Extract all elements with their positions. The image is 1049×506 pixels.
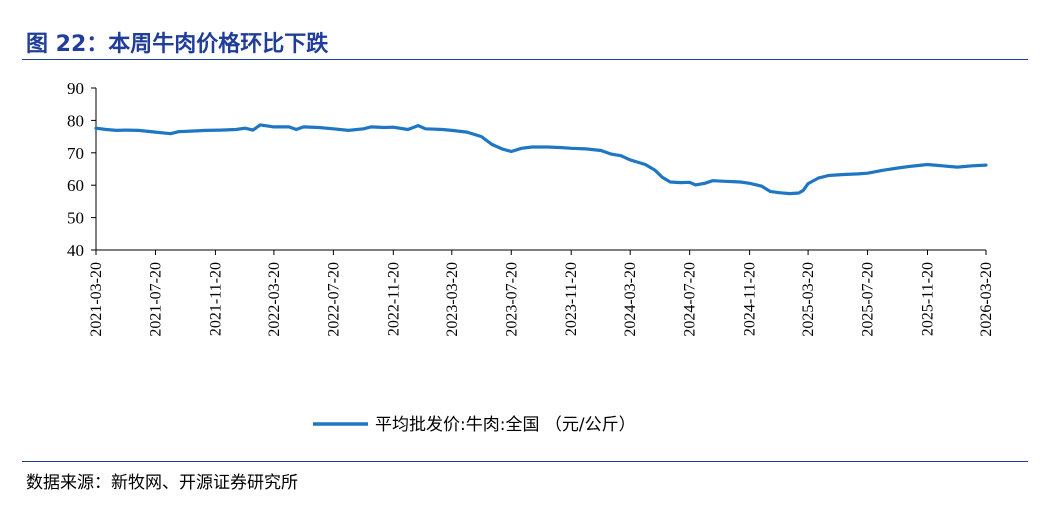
y-tick-label: 90 bbox=[67, 79, 84, 98]
source-divider bbox=[22, 461, 1028, 462]
x-tick-label: 2022-03-20 bbox=[266, 262, 283, 337]
x-axis-ticks: 2021-03-20 2021-07-20 2021-11-20 2022-03-20… bbox=[88, 250, 995, 337]
x-tick-label: 2022-07-20 bbox=[325, 262, 342, 337]
x-tick-label: 2021-07-20 bbox=[147, 262, 164, 337]
x-tick-label: 2023-03-20 bbox=[444, 262, 461, 337]
x-tick-label: 2024-07-20 bbox=[682, 262, 699, 337]
x-tick-label: 2021-11-20 bbox=[207, 262, 224, 336]
y-tick-label: 80 bbox=[67, 111, 84, 130]
y-tick-label: 70 bbox=[67, 144, 84, 163]
x-tick-label: 2025-03-20 bbox=[800, 262, 817, 337]
x-tick-label: 2023-11-20 bbox=[563, 262, 580, 336]
y-tick-label: 50 bbox=[67, 209, 84, 228]
x-tick-label: 2024-03-20 bbox=[622, 262, 639, 337]
y-tick-label: 60 bbox=[67, 176, 84, 195]
chart-series bbox=[94, 123, 988, 196]
chart-axes bbox=[95, 88, 986, 251]
x-tick-label: 2026-03-20 bbox=[978, 262, 995, 337]
x-tick-label: 2023-07-20 bbox=[503, 262, 520, 337]
figure-title: 图 22：本周牛肉价格环比下跌 bbox=[26, 32, 329, 57]
x-tick-label: 2024-11-20 bbox=[742, 262, 759, 336]
legend-label: 平均批发价:牛肉:全国 （元/公斤） bbox=[375, 415, 636, 435]
chart-legend: 平均批发价:牛肉:全国 （元/公斤） bbox=[313, 415, 636, 435]
y-axis-ticks: 40 50 60 70 80 90 bbox=[67, 79, 96, 260]
y-tick-label: 40 bbox=[67, 241, 84, 260]
x-tick-label: 2021-03-20 bbox=[88, 262, 105, 337]
title-divider bbox=[22, 59, 1028, 60]
x-tick-label: 2022-11-20 bbox=[385, 262, 402, 336]
x-tick-label: 2025-11-20 bbox=[920, 262, 937, 336]
series-line bbox=[94, 123, 988, 196]
x-tick-label: 2025-07-20 bbox=[860, 262, 877, 337]
source-note: 数据来源：新牧网、开源证券研究所 bbox=[26, 473, 298, 493]
